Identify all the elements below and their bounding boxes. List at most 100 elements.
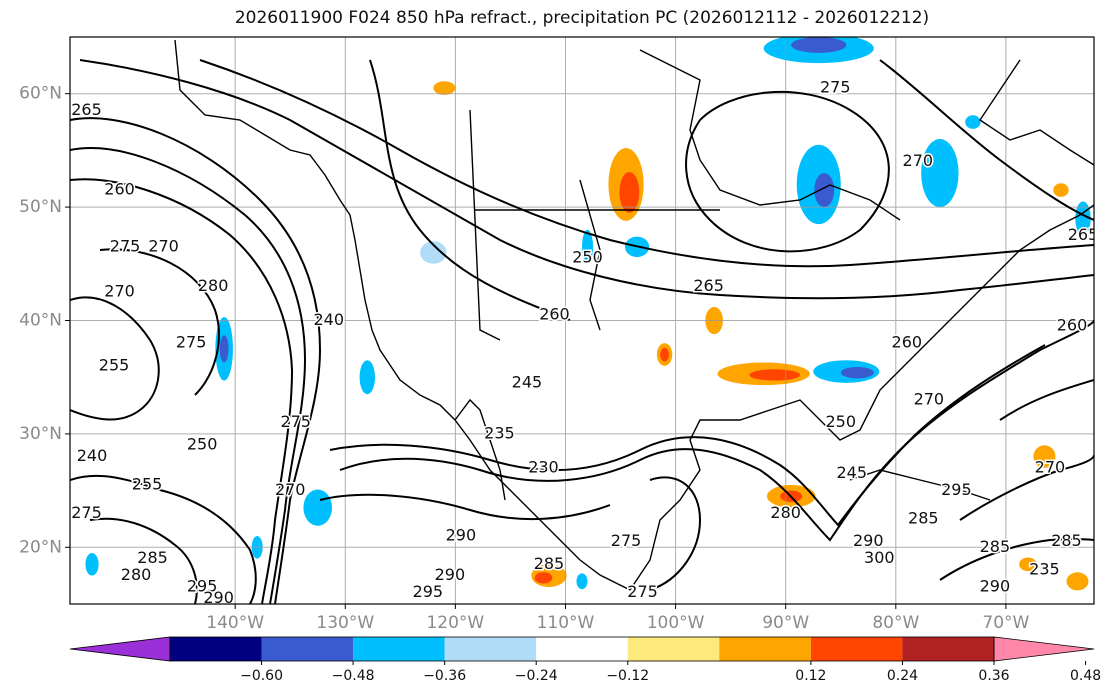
contour-label: 235 (484, 423, 515, 442)
lat-tick-label: 20°N (19, 537, 62, 557)
contour-label: 290 (446, 525, 477, 544)
lon-tick-label: 130°W (316, 613, 374, 633)
contour-label: 250 (187, 435, 218, 454)
contour-labels: 265 260 275 270 280 270 275 255 240 250 255 275 275 2… (70, 76, 1099, 604)
colorbar-tick-label: −0.24 (515, 668, 558, 684)
contour-label: 290 (435, 565, 466, 584)
contour-label: 290 (853, 531, 884, 550)
lon-tick-label: 80°W (872, 613, 919, 633)
contour-label: 265 (693, 276, 724, 295)
lat-tick-label: 60°N (19, 84, 62, 104)
contour-label: 245 (836, 463, 867, 482)
contour-label: 275 (71, 503, 102, 522)
contour-label: 280 (198, 276, 229, 295)
lon-tick-label: 100°W (647, 613, 705, 633)
precip-region (1053, 183, 1069, 197)
contour-label: 295 (187, 576, 218, 595)
colorbar-tick-label: −0.48 (332, 668, 375, 684)
contour-label: 275 (176, 333, 207, 352)
map-title: 2026011900 F024 850 hPa refract., precip… (234, 8, 930, 28)
colorbar-segment (261, 637, 354, 661)
precip-region (85, 552, 99, 576)
precip-region (814, 173, 835, 208)
refractivity-contours (70, 59, 1094, 604)
contour-label: 255 (99, 355, 130, 374)
colorbar-tick-label: −0.12 (606, 668, 649, 684)
colorbar-segment (719, 637, 811, 661)
precip-region (420, 241, 447, 264)
lon-tick-label: 140°W (206, 613, 264, 633)
colorbar-tick-label: −0.60 (240, 668, 283, 684)
contour-label: 260 (539, 304, 570, 323)
contour-label: 235 (1029, 559, 1060, 578)
contour-label: 260 (104, 180, 135, 199)
precip-region (219, 335, 229, 363)
colorbar-tick-label: 0.12 (795, 668, 826, 684)
lat-tick-label: 50°N (19, 197, 62, 217)
contour-label: 250 (825, 412, 856, 431)
contour-label: 280 (121, 565, 152, 584)
latitude-labels: 60°N 50°N 40°N 30°N 20°N (19, 84, 70, 557)
contour-label: 240 (313, 310, 344, 329)
contour-label: 275 (280, 412, 311, 431)
contour-label: 250 (572, 248, 603, 267)
lon-tick-label: 70°W (982, 613, 1029, 633)
colorbar: −0.60 −0.48 −0.36 −0.24 −0.12 0.12 0.24 0.36 0.4… (69, 636, 1101, 684)
colorbar-segment (536, 637, 628, 661)
colorbar-segment (902, 637, 994, 661)
contour-label: 300 (864, 548, 895, 567)
contour-label: 265 (71, 100, 102, 119)
lat-tick-label: 40°N (19, 311, 62, 331)
colorbar-extend-high (993, 636, 1095, 662)
lat-tick-label: 30°N (19, 424, 62, 444)
contour-label: 270 (275, 480, 306, 499)
precip-region (303, 489, 333, 526)
contour-label: 270 (914, 389, 945, 408)
precip-region (1019, 557, 1037, 572)
gridlines (70, 37, 1094, 604)
contour-label: 265 (1068, 225, 1099, 244)
precip-region (965, 115, 981, 129)
contour-label: 270 (1035, 457, 1066, 476)
contour-label: 260 (892, 333, 923, 352)
colorbar-frame (169, 636, 995, 662)
precip-region (791, 37, 847, 53)
contour-label: 245 (512, 372, 543, 391)
contour-label: 270 (148, 236, 179, 255)
coastlines (174, 39, 1094, 591)
precip-region (619, 171, 640, 213)
colorbar-tick-label: 0.36 (978, 668, 1009, 684)
colorbar-segment (627, 637, 720, 661)
contour-label: 270 (104, 282, 135, 301)
lon-tick-label: 90°W (762, 613, 809, 633)
precipitation-shading (85, 37, 1091, 591)
contour-label: 275 (110, 236, 141, 255)
contour-label: 275 (627, 582, 658, 601)
contour-label: 255 (132, 474, 163, 493)
lon-tick-label: 110°W (537, 613, 595, 633)
contour-label: 280 (770, 503, 801, 522)
colorbar-tick-label: 0.24 (887, 668, 918, 684)
colorbar-segment (444, 637, 537, 661)
contour-label: 270 (903, 151, 934, 170)
contour-label: 285 (137, 548, 168, 567)
contour-label: 285 (908, 508, 939, 527)
contour-label: 285 (1051, 531, 1082, 550)
precip-region (1033, 445, 1056, 468)
colorbar-segment (810, 637, 903, 661)
contour-label: 275 (820, 78, 851, 97)
precip-region (749, 369, 801, 381)
contour-label: 295 (941, 480, 972, 499)
contour-label: 290 (980, 576, 1011, 595)
colorbar-tick-label: 0.48 (1070, 668, 1101, 684)
colorbar-extend-low (69, 636, 171, 662)
precip-region (660, 347, 669, 362)
longitude-labels: 140°W 130°W 120°W 110°W 100°W 90°W 80°W 70°W (206, 604, 1030, 633)
contour-label: 285 (980, 537, 1011, 556)
precip-region (1066, 572, 1089, 591)
contour-label: 240 (77, 446, 108, 465)
precip-region (433, 81, 456, 95)
contour-label: 275 (611, 531, 642, 550)
precip-region (582, 229, 594, 264)
